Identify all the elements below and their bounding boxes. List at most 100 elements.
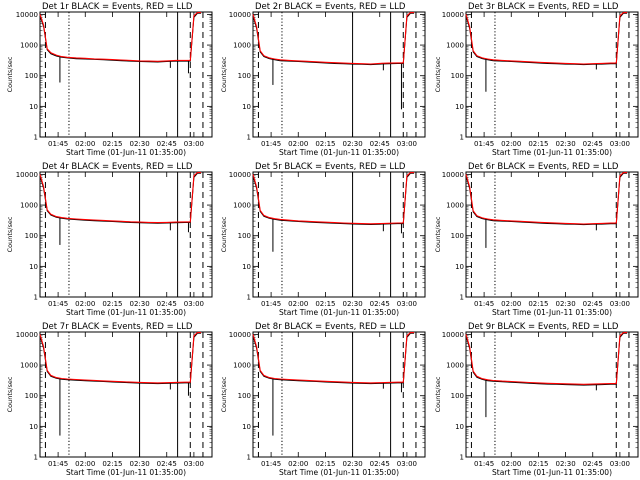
x-tick-label: 02:00: [75, 300, 95, 308]
y-tick-label: 10000: [229, 171, 251, 179]
y-axis-label: Counts/sec: [6, 376, 14, 412]
y-tick-label: 10: [29, 103, 38, 111]
x-tick-label: 02:45: [583, 460, 603, 468]
y-tick-label: 1: [34, 454, 38, 462]
x-tick-label: 01:45: [48, 300, 68, 308]
y-tick-label: 10: [455, 423, 464, 431]
x-axis-label: Start Time (01-Jun-11 01:35:00): [66, 468, 186, 477]
x-tick-label: 02:30: [555, 300, 575, 308]
chart-panel-6: Det 6r BLACK = Events, RED = LLD 1 10 100 10…: [434, 162, 639, 317]
chart-panel-8: Det 8r BLACK = Events, RED = LLD 1 10 100 10…: [220, 322, 426, 477]
x-tick-label: 02:45: [583, 300, 603, 308]
chart-panel-5: Det 5r BLACK = Events, RED = LLD 1 10 100 10…: [220, 162, 426, 317]
series-line-lld: [465, 332, 628, 385]
x-tick-label: 01:45: [474, 460, 494, 468]
x-tick-label: 02:45: [583, 140, 603, 148]
series-line-lld: [252, 172, 415, 225]
x-tick-label: 02:15: [315, 460, 335, 468]
y-tick-label: 10000: [16, 171, 38, 179]
y-tick-label: 10: [242, 423, 251, 431]
x-tick-label: 01:45: [474, 140, 494, 148]
y-tick-label: 10: [29, 423, 38, 431]
plot-frame: [465, 11, 639, 138]
x-tick-label: 02:15: [102, 140, 122, 148]
x-tick-label: 02:00: [75, 460, 95, 468]
x-axis-label: Start Time (01-Jun-11 01:35:00): [492, 148, 612, 157]
chart-panel-9: Det 9r BLACK = Events, RED = LLD 1 10 100 10…: [434, 322, 639, 477]
plot-frame: [252, 171, 426, 298]
y-tick-label: 10000: [442, 171, 464, 179]
x-axis-label: Start Time (01-Jun-11 01:35:00): [492, 468, 612, 477]
series-line-events: [252, 172, 415, 226]
x-tick-label: 03:00: [610, 140, 630, 148]
chart-title: Det 6r BLACK = Events, RED = LLD: [468, 162, 619, 172]
x-tick-label: 02:45: [370, 300, 390, 308]
x-tick-label: 02:00: [288, 140, 308, 148]
series-line-events: [252, 12, 415, 66]
x-axis-label: Start Time (01-Jun-11 01:35:00): [279, 468, 399, 477]
plot-frame: [39, 331, 213, 458]
x-tick-label: 02:00: [501, 300, 521, 308]
x-tick-label: 02:45: [157, 460, 177, 468]
x-tick-label: 01:45: [261, 460, 281, 468]
plot-frame: [252, 331, 426, 458]
x-tick-label: 02:15: [528, 460, 548, 468]
series-line-events: [39, 172, 202, 224]
y-tick-label: 10: [455, 103, 464, 111]
y-tick-label: 10000: [16, 331, 38, 339]
y-tick-label: 10: [29, 263, 38, 271]
x-tick-label: 02:00: [501, 460, 521, 468]
x-tick-label: 02:45: [157, 300, 177, 308]
x-tick-label: 03:00: [397, 300, 417, 308]
y-tick-label: 10000: [442, 11, 464, 19]
y-tick-label: 1000: [233, 202, 251, 210]
y-tick-label: 100: [451, 72, 464, 80]
x-tick-label: 01:45: [48, 460, 68, 468]
chart-panel-7: Det 7r BLACK = Events, RED = LLD 1 10 100 10…: [6, 322, 213, 477]
x-tick-label: 03:00: [184, 140, 204, 148]
x-tick-label: 02:15: [102, 300, 122, 308]
x-tick-label: 02:45: [157, 140, 177, 148]
series-line-events: [252, 332, 415, 385]
y-tick-label: 1000: [20, 362, 38, 370]
y-tick-label: 1: [247, 454, 251, 462]
y-tick-label: 1000: [233, 42, 251, 50]
chart-title: Det 8r BLACK = Events, RED = LLD: [255, 322, 406, 332]
series-line-lld: [465, 12, 628, 65]
x-axis-label: Start Time (01-Jun-11 01:35:00): [279, 148, 399, 157]
y-axis-label: Counts/sec: [434, 216, 442, 252]
series-line-events: [465, 172, 628, 226]
x-tick-label: 02:30: [342, 460, 362, 468]
x-tick-label: 02:30: [342, 140, 362, 148]
y-tick-label: 1: [460, 134, 464, 142]
x-tick-label: 03:00: [397, 460, 417, 468]
y-tick-label: 100: [451, 392, 464, 400]
x-axis-label: Start Time (01-Jun-11 01:35:00): [492, 308, 612, 317]
chart-panel-1: Det 1r BLACK = Events, RED = LLD 1 10 100 10…: [6, 2, 213, 157]
y-tick-label: 100: [25, 392, 38, 400]
x-tick-label: 02:30: [342, 300, 362, 308]
y-axis-label: Counts/sec: [6, 216, 14, 252]
x-tick-label: 03:00: [610, 300, 630, 308]
chart-title: Det 7r BLACK = Events, RED = LLD: [42, 322, 193, 332]
series-line-lld: [465, 172, 628, 225]
series-line-lld: [39, 12, 202, 62]
chart-panel-2: Det 2r BLACK = Events, RED = LLD 1 10 100 10…: [220, 2, 426, 157]
y-tick-label: 10000: [229, 11, 251, 19]
chart-panel-4: Det 4r BLACK = Events, RED = LLD 1 10 100 10…: [6, 162, 213, 317]
x-tick-label: 02:30: [129, 300, 149, 308]
y-tick-label: 1000: [446, 42, 464, 50]
x-tick-label: 02:00: [75, 140, 95, 148]
y-tick-label: 100: [25, 232, 38, 240]
plot-frame: [39, 11, 213, 138]
x-tick-label: 02:00: [501, 140, 521, 148]
y-tick-label: 10000: [442, 331, 464, 339]
y-tick-label: 10: [242, 263, 251, 271]
y-tick-label: 100: [451, 232, 464, 240]
y-tick-label: 1000: [446, 362, 464, 370]
y-axis-label: Counts/sec: [434, 56, 442, 92]
x-tick-label: 01:45: [474, 300, 494, 308]
x-axis-label: Start Time (01-Jun-11 01:35:00): [279, 308, 399, 317]
series-line-lld: [252, 12, 415, 65]
